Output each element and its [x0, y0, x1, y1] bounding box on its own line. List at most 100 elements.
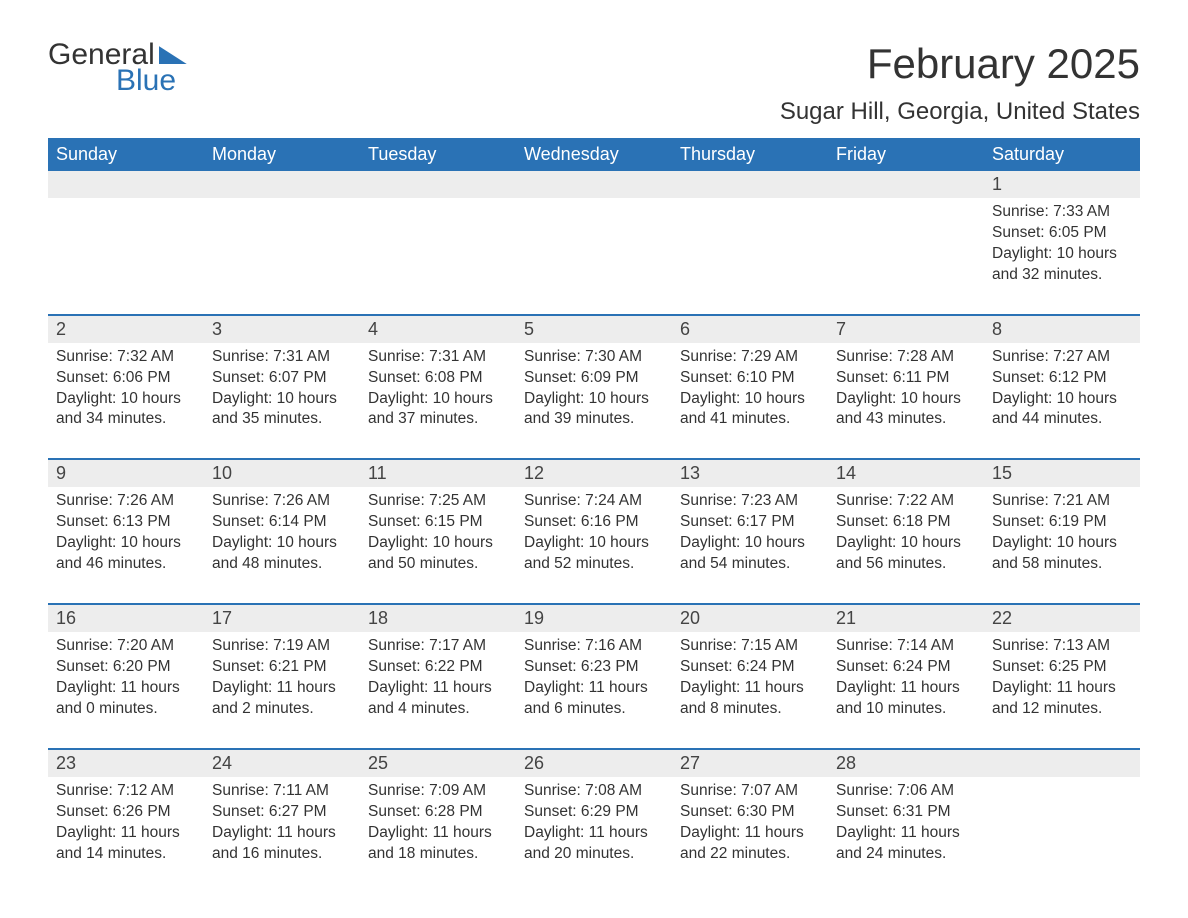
day-number: 8 [984, 316, 1140, 343]
day-number: 3 [204, 316, 360, 343]
day-sunrise: Sunrise: 7:22 AM [836, 491, 976, 512]
day-cell [204, 198, 360, 286]
day-cell [516, 198, 672, 286]
day-number: 23 [48, 750, 204, 777]
day-cell: Sunrise: 7:29 AMSunset: 6:10 PMDaylight:… [672, 343, 828, 431]
day-number: 13 [672, 460, 828, 487]
day-cell: Sunrise: 7:12 AMSunset: 6:26 PMDaylight:… [48, 777, 204, 865]
month-title: February 2025 [780, 40, 1140, 88]
weekday-header: Tuesday [360, 138, 516, 171]
week-row: 2345678Sunrise: 7:32 AMSunset: 6:06 PMDa… [48, 314, 1140, 431]
day-sunrise: Sunrise: 7:33 AM [992, 202, 1132, 223]
day-number: 25 [360, 750, 516, 777]
day-dl2: and 32 minutes. [992, 265, 1132, 286]
day-dl1: Daylight: 11 hours [680, 823, 820, 844]
day-dl1: Daylight: 11 hours [368, 823, 508, 844]
day-dl2: and 12 minutes. [992, 699, 1132, 720]
day-number: 20 [672, 605, 828, 632]
header: General Blue February 2025 Sugar Hill, G… [48, 40, 1140, 126]
day-dl1: Daylight: 10 hours [212, 389, 352, 410]
day-number: 21 [828, 605, 984, 632]
day-sunset: Sunset: 6:11 PM [836, 368, 976, 389]
day-sunrise: Sunrise: 7:25 AM [368, 491, 508, 512]
day-dl2: and 4 minutes. [368, 699, 508, 720]
day-cell: Sunrise: 7:20 AMSunset: 6:20 PMDaylight:… [48, 632, 204, 720]
day-number: 14 [828, 460, 984, 487]
day-dl2: and 2 minutes. [212, 699, 352, 720]
day-sunset: Sunset: 6:23 PM [524, 657, 664, 678]
day-sunrise: Sunrise: 7:23 AM [680, 491, 820, 512]
day-cell: Sunrise: 7:11 AMSunset: 6:27 PMDaylight:… [204, 777, 360, 865]
day-sunset: Sunset: 6:13 PM [56, 512, 196, 533]
day-cell [828, 198, 984, 286]
day-sunrise: Sunrise: 7:17 AM [368, 636, 508, 657]
weekday-header: Monday [204, 138, 360, 171]
day-sunrise: Sunrise: 7:32 AM [56, 347, 196, 368]
day-sunset: Sunset: 6:16 PM [524, 512, 664, 533]
day-sunset: Sunset: 6:25 PM [992, 657, 1132, 678]
day-cell: Sunrise: 7:16 AMSunset: 6:23 PMDaylight:… [516, 632, 672, 720]
day-cell: Sunrise: 7:31 AMSunset: 6:08 PMDaylight:… [360, 343, 516, 431]
day-dl2: and 20 minutes. [524, 844, 664, 865]
day-number: 9 [48, 460, 204, 487]
day-sunrise: Sunrise: 7:13 AM [992, 636, 1132, 657]
day-dl1: Daylight: 10 hours [56, 533, 196, 554]
day-dl1: Daylight: 10 hours [992, 533, 1132, 554]
day-sunrise: Sunrise: 7:09 AM [368, 781, 508, 802]
daynum-band: 2345678 [48, 316, 1140, 343]
day-dl2: and 10 minutes. [836, 699, 976, 720]
day-dl1: Daylight: 10 hours [524, 389, 664, 410]
weekday-header: Friday [828, 138, 984, 171]
week-row: ......1Sunrise: 7:33 AMSunset: 6:05 PMDa… [48, 171, 1140, 286]
day-dl1: Daylight: 11 hours [56, 823, 196, 844]
day-number: 6 [672, 316, 828, 343]
day-sunset: Sunset: 6:17 PM [680, 512, 820, 533]
day-sunrise: Sunrise: 7:30 AM [524, 347, 664, 368]
calendar: SundayMondayTuesdayWednesdayThursdayFrid… [48, 138, 1140, 864]
week-row: 9101112131415Sunrise: 7:26 AMSunset: 6:1… [48, 458, 1140, 575]
logo: General Blue [48, 40, 187, 96]
day-dl1: Daylight: 10 hours [680, 533, 820, 554]
day-sunset: Sunset: 6:24 PM [680, 657, 820, 678]
day-dl1: Daylight: 11 hours [524, 678, 664, 699]
day-cell: Sunrise: 7:14 AMSunset: 6:24 PMDaylight:… [828, 632, 984, 720]
day-dl1: Daylight: 10 hours [56, 389, 196, 410]
day-sunrise: Sunrise: 7:06 AM [836, 781, 976, 802]
day-sunset: Sunset: 6:31 PM [836, 802, 976, 823]
day-dl1: Daylight: 10 hours [836, 389, 976, 410]
day-sunrise: Sunrise: 7:19 AM [212, 636, 352, 657]
day-dl1: Daylight: 11 hours [368, 678, 508, 699]
day-dl2: and 52 minutes. [524, 554, 664, 575]
day-sunset: Sunset: 6:22 PM [368, 657, 508, 678]
day-cell: Sunrise: 7:08 AMSunset: 6:29 PMDaylight:… [516, 777, 672, 865]
day-sunrise: Sunrise: 7:07 AM [680, 781, 820, 802]
logo-flag-icon [159, 46, 187, 64]
day-dl2: and 14 minutes. [56, 844, 196, 865]
day-cell: Sunrise: 7:06 AMSunset: 6:31 PMDaylight:… [828, 777, 984, 865]
day-dl2: and 48 minutes. [212, 554, 352, 575]
day-number: 18 [360, 605, 516, 632]
day-cell: Sunrise: 7:24 AMSunset: 6:16 PMDaylight:… [516, 487, 672, 575]
day-sunrise: Sunrise: 7:29 AM [680, 347, 820, 368]
day-sunset: Sunset: 6:28 PM [368, 802, 508, 823]
daynum-band: ......1 [48, 171, 1140, 198]
day-dl1: Daylight: 10 hours [836, 533, 976, 554]
day-sunrise: Sunrise: 7:28 AM [836, 347, 976, 368]
day-dl2: and 22 minutes. [680, 844, 820, 865]
day-dl2: and 43 minutes. [836, 409, 976, 430]
day-sunset: Sunset: 6:15 PM [368, 512, 508, 533]
day-dl2: and 8 minutes. [680, 699, 820, 720]
day-dl1: Daylight: 11 hours [836, 678, 976, 699]
day-cell: Sunrise: 7:27 AMSunset: 6:12 PMDaylight:… [984, 343, 1140, 431]
day-cell [360, 198, 516, 286]
day-dl1: Daylight: 10 hours [212, 533, 352, 554]
week-row: 232425262728.Sunrise: 7:12 AMSunset: 6:2… [48, 748, 1140, 865]
day-sunrise: Sunrise: 7:26 AM [56, 491, 196, 512]
day-cell: Sunrise: 7:30 AMSunset: 6:09 PMDaylight:… [516, 343, 672, 431]
day-number: 26 [516, 750, 672, 777]
day-sunset: Sunset: 6:29 PM [524, 802, 664, 823]
day-cell [984, 777, 1140, 865]
day-cell: Sunrise: 7:25 AMSunset: 6:15 PMDaylight:… [360, 487, 516, 575]
daynum-band: 9101112131415 [48, 460, 1140, 487]
day-cell: Sunrise: 7:17 AMSunset: 6:22 PMDaylight:… [360, 632, 516, 720]
